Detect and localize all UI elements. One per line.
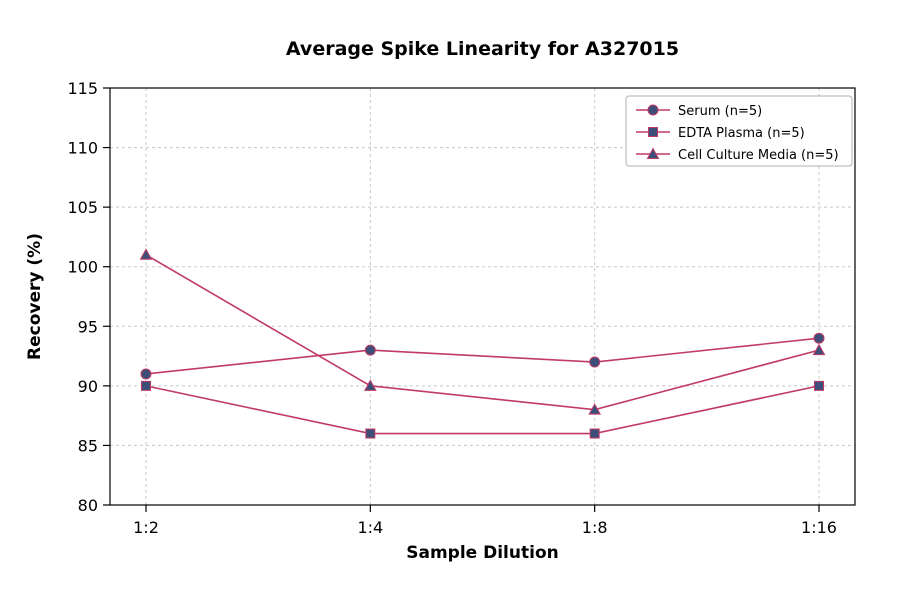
y-tick-label: 100 [67,258,98,277]
y-tick-label: 105 [67,198,98,217]
y-tick-label: 80 [78,496,98,515]
data-point-circle-icon [813,332,825,344]
data-point-triangle-icon [139,248,153,260]
data-point-triangle-icon [363,379,377,391]
series-line-square [145,385,820,435]
data-point-circle-icon [140,368,152,380]
data-point-circle-icon [364,344,376,356]
data-point-square-icon [814,380,824,391]
x-axis-label: Sample Dilution [406,543,558,563]
y-tick-label: 90 [78,377,98,396]
legend-marker-triangle-icon [646,147,660,159]
plot-border [109,87,856,506]
chart-title: Average Spike Linearity for A327015 [286,38,679,60]
y-tick-label: 115 [67,79,98,98]
y-axis-label: Recovery (%) [25,233,45,360]
legend-box [625,95,853,167]
data-point-triangle-icon [588,403,602,415]
legend-marker-circle-icon [647,104,659,116]
x-tick-label: 1:2 [133,518,159,537]
data-point-triangle-icon [812,343,826,356]
series-line-triangle [145,254,820,411]
x-tick-label: 1:8 [582,518,608,537]
data-point-square-icon [141,380,151,391]
y-tick-label: 85 [78,436,98,455]
x-tick-label: 1:16 [801,518,837,537]
legend-label: Cell Culture Media (n=5) [678,148,839,163]
y-tick-label: 95 [78,317,98,336]
data-point-square-icon [589,428,600,439]
data-point-circle-icon [589,356,601,368]
x-tick-label: 1:4 [357,518,383,537]
legend-label: Serum (n=5) [678,104,762,119]
legend-label: EDTA Plasma (n=5) [678,126,805,141]
y-tick-label: 110 [67,139,98,158]
legend-marker-square-icon [648,127,658,137]
series-line-circle [145,337,820,375]
data-point-square-icon [365,428,376,439]
